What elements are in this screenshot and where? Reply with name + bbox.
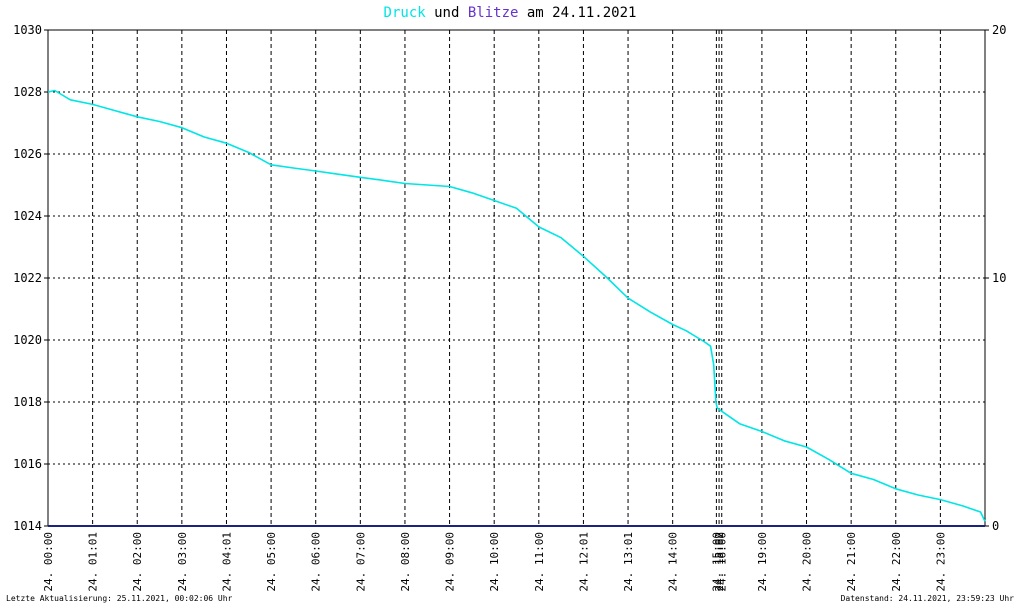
- y-tick-label-left: 1024: [13, 209, 42, 223]
- y-tick-label-left: 1014: [13, 519, 42, 533]
- x-tick-label: 24. 23:00: [934, 532, 947, 592]
- x-tick-label: 24. 08:00: [399, 532, 412, 592]
- druck-series-line: [47, 89, 986, 522]
- x-tick-label: 24. 04:01: [220, 532, 233, 592]
- last-update-text: Letzte Aktualisierung: 25.11.2021, 00:02…: [6, 594, 233, 603]
- y-tick-label-right: 10: [992, 271, 1006, 285]
- y-tick-label-left: 1030: [13, 23, 42, 37]
- x-tick-label: 24. 20:00: [801, 532, 814, 592]
- y-tick-label-left: 1028: [13, 85, 42, 99]
- x-tick-label: 24. 01:01: [87, 532, 100, 592]
- y-tick-label-left: 1026: [13, 147, 42, 161]
- x-tick-label: 24. 22:00: [890, 532, 903, 592]
- x-tick-label: 24. 21:00: [845, 532, 858, 592]
- x-tick-label: 24. 15:00: [710, 532, 723, 592]
- x-tick-label: 24. 12:01: [577, 532, 590, 592]
- x-tick-label: 24. 05:00: [265, 532, 278, 592]
- x-tick-label: 24. 11:00: [533, 532, 546, 592]
- y-tick-label-right: 20: [992, 23, 1006, 37]
- title-und: und: [425, 5, 468, 21]
- title-date: am 24.11.2021: [518, 5, 637, 21]
- x-tick-label: 24. 06:00: [310, 532, 323, 592]
- x-tick-label: 24. 16:00: [716, 532, 729, 592]
- y-tick-label-left: 1022: [13, 271, 42, 285]
- chart-title: Druck und Blitze am 24.11.2021: [0, 5, 1020, 21]
- title-druck: Druck: [383, 5, 426, 21]
- x-tick-label: 24. 13:01: [622, 532, 635, 592]
- data-status-text: Datenstand: 24.11.2021, 23:59:23 Uhr: [840, 594, 1014, 603]
- x-tick-label: 24. 14:00: [667, 532, 680, 592]
- y-tick-label-left: 1016: [13, 457, 42, 471]
- y-tick-label-right: 0: [992, 519, 999, 533]
- x-tick-label: 24. 00:00: [42, 532, 55, 592]
- x-tick-label: 24. 03:00: [176, 532, 189, 592]
- x-tick-label: 24. 10:00: [488, 532, 501, 592]
- x-tick-label: 24. 07:00: [354, 532, 367, 592]
- y-tick-label-left: 1020: [13, 333, 42, 347]
- x-tick-label: 24. 19:00: [756, 532, 769, 592]
- x-tick-label: 24. 02:00: [131, 532, 144, 592]
- y-tick-label-left: 1018: [13, 395, 42, 409]
- title-blitze: Blitze: [467, 5, 519, 21]
- x-tick-label: 24. 09:00: [444, 532, 457, 592]
- x-tick-label: 24. 15:02: [713, 532, 726, 592]
